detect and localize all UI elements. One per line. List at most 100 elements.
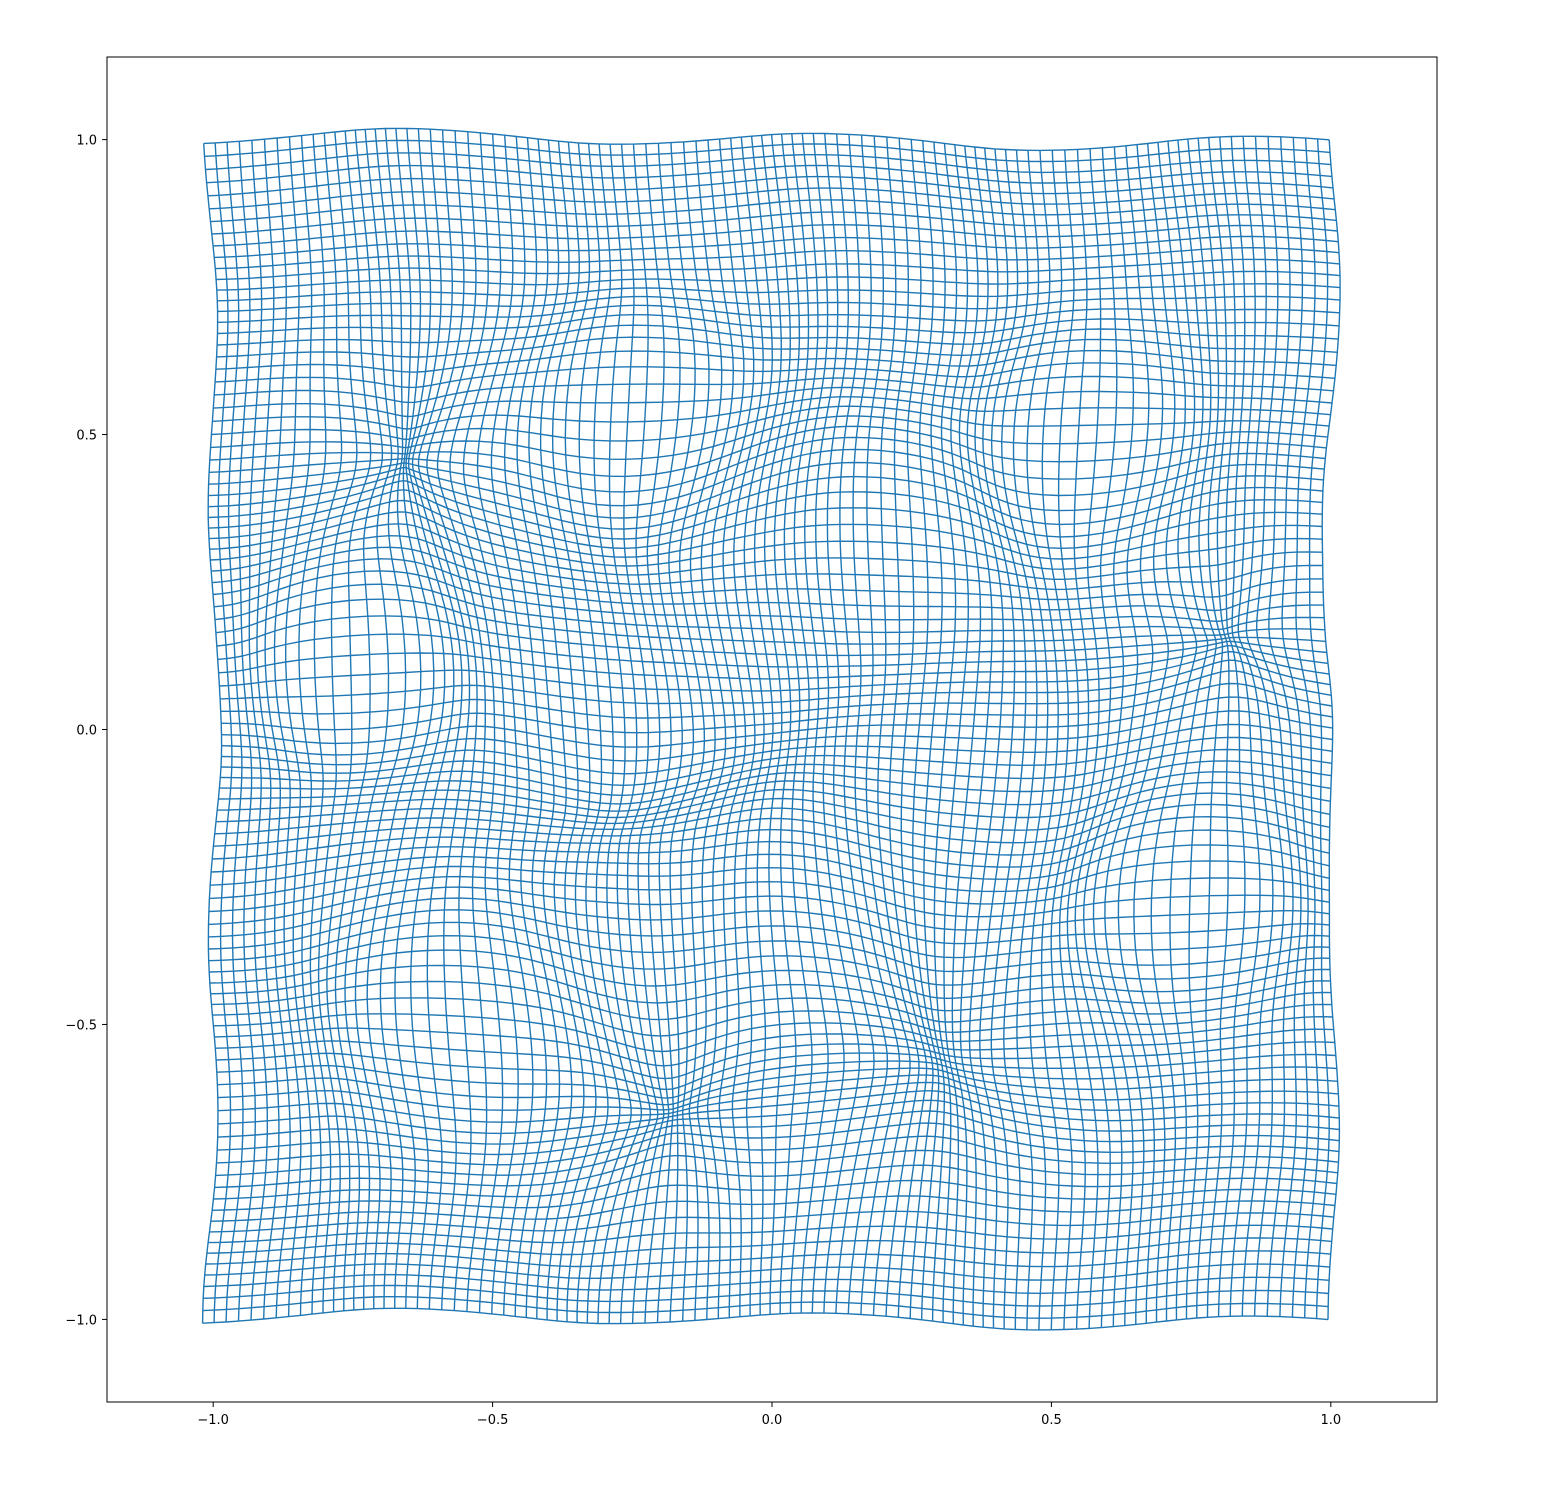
mesh-column-line <box>528 140 585 1320</box>
mesh-column-line <box>564 142 621 1323</box>
y-tick-label: 0.5 <box>76 429 97 444</box>
mesh-row-line <box>213 386 1333 418</box>
mesh-row-line <box>211 211 1337 235</box>
mesh-column-line <box>888 138 928 1318</box>
mesh-column-line <box>951 145 982 1326</box>
mesh-row-line <box>212 396 1331 430</box>
mesh-row-line <box>208 489 1323 549</box>
mesh-column-line <box>773 134 801 1314</box>
mesh-column-line <box>877 136 920 1317</box>
y-tick-label: 0.0 <box>76 724 97 739</box>
mesh-row-line <box>203 1273 1330 1294</box>
mesh-row-line <box>210 199 1336 223</box>
y-tick-label: −1.0 <box>65 1313 97 1328</box>
mesh-column-line <box>407 128 455 1309</box>
mesh-column-line <box>1321 139 1341 1320</box>
mesh-row-line <box>220 659 1331 705</box>
mesh-column-line <box>923 142 946 1322</box>
mesh-column-line <box>344 129 393 1310</box>
mesh-column-line <box>379 128 435 1309</box>
mesh-column-line <box>593 143 643 1324</box>
mesh-column-line <box>551 142 609 1322</box>
mesh-column-line <box>1092 145 1150 1326</box>
mesh-column-line <box>912 140 940 1320</box>
mesh-column-line <box>578 143 632 1324</box>
mesh-row-line <box>210 523 1323 580</box>
mesh-column-line <box>718 138 755 1318</box>
mesh-row-line <box>214 235 1339 259</box>
mesh-column-line <box>426 130 478 1311</box>
mesh-column-line <box>1169 140 1209 1320</box>
x-tick-label: 0.0 <box>762 1413 783 1428</box>
mesh-plot <box>201 127 1341 1331</box>
mesh-row-line <box>221 710 1333 762</box>
mesh-column-line <box>411 129 463 1310</box>
mesh-row-line <box>213 570 1324 622</box>
mesh-row-line <box>212 828 1330 868</box>
mesh-row-line <box>205 1250 1331 1268</box>
mesh-row-line <box>221 682 1333 734</box>
x-tick-label: 0.5 <box>1041 1413 1062 1428</box>
mesh-column-line <box>865 135 911 1316</box>
mesh-column-line <box>1001 149 1038 1330</box>
mesh-row-line <box>203 1284 1329 1307</box>
mesh-row-line <box>209 935 1330 986</box>
mesh-column-line <box>688 140 723 1321</box>
mesh-column-line <box>1217 136 1246 1317</box>
mesh-column-line <box>1117 143 1176 1324</box>
mesh-column-line <box>1040 150 1069 1330</box>
mesh-column-line <box>354 128 407 1309</box>
mesh-row-line <box>206 164 1332 184</box>
mesh-row-line <box>220 736 1333 786</box>
mesh-row-line <box>213 1164 1337 1200</box>
mesh-column-line <box>201 143 223 1324</box>
mesh-column-line <box>225 142 244 1323</box>
mesh-row-line <box>204 1263 1330 1281</box>
mesh-column-line <box>619 144 659 1324</box>
mesh-column-line <box>852 135 901 1315</box>
mesh-column-line <box>839 134 889 1314</box>
mesh-row-line <box>209 187 1335 210</box>
mesh-row-line <box>217 304 1340 323</box>
mesh-row-line <box>204 139 1331 163</box>
mesh-column-line <box>1295 138 1320 1318</box>
mesh-row-line <box>206 1237 1332 1256</box>
mesh-column-line <box>1066 148 1102 1329</box>
mesh-row-line <box>221 723 1333 775</box>
mesh-column-line <box>943 144 969 1324</box>
mesh-column-line <box>753 135 782 1316</box>
mesh-column-line <box>1058 149 1090 1330</box>
mesh-column-line <box>793 133 829 1314</box>
mesh-column-line <box>1083 146 1135 1327</box>
mesh-row-line <box>217 1067 1338 1106</box>
mesh-row-line <box>217 633 1327 668</box>
mesh-column-line <box>706 139 745 1319</box>
mesh-column-line <box>783 133 813 1314</box>
mesh-row-line <box>203 127 1330 152</box>
mesh-row-line <box>217 781 1331 819</box>
mesh-row-line <box>210 964 1331 1012</box>
mesh-row-line <box>208 480 1323 540</box>
mesh-row-line <box>214 1149 1338 1189</box>
mesh-column-line <box>1133 142 1186 1323</box>
mesh-row-line <box>215 349 1337 373</box>
mesh-column-line <box>826 133 875 1314</box>
mesh-column-line <box>804 133 845 1314</box>
mesh-column-line <box>462 133 519 1314</box>
mesh-row-line <box>210 415 1328 460</box>
mesh-column-line <box>237 141 256 1322</box>
mesh-row-line <box>209 949 1331 999</box>
mesh-row-line <box>216 258 1340 281</box>
mesh-column-line <box>696 139 734 1320</box>
mesh-row-line <box>218 771 1332 812</box>
mesh-row-line <box>213 1013 1333 1053</box>
mesh-row-line <box>217 1110 1340 1156</box>
mesh-row-line <box>211 405 1330 442</box>
mesh-column-line <box>679 141 710 1322</box>
mesh-column-line <box>285 135 313 1316</box>
mesh-row-line <box>215 247 1340 270</box>
mesh-row-line <box>202 1307 1329 1331</box>
mesh-column-line <box>1268 136 1302 1317</box>
mesh-row-line <box>214 583 1325 634</box>
